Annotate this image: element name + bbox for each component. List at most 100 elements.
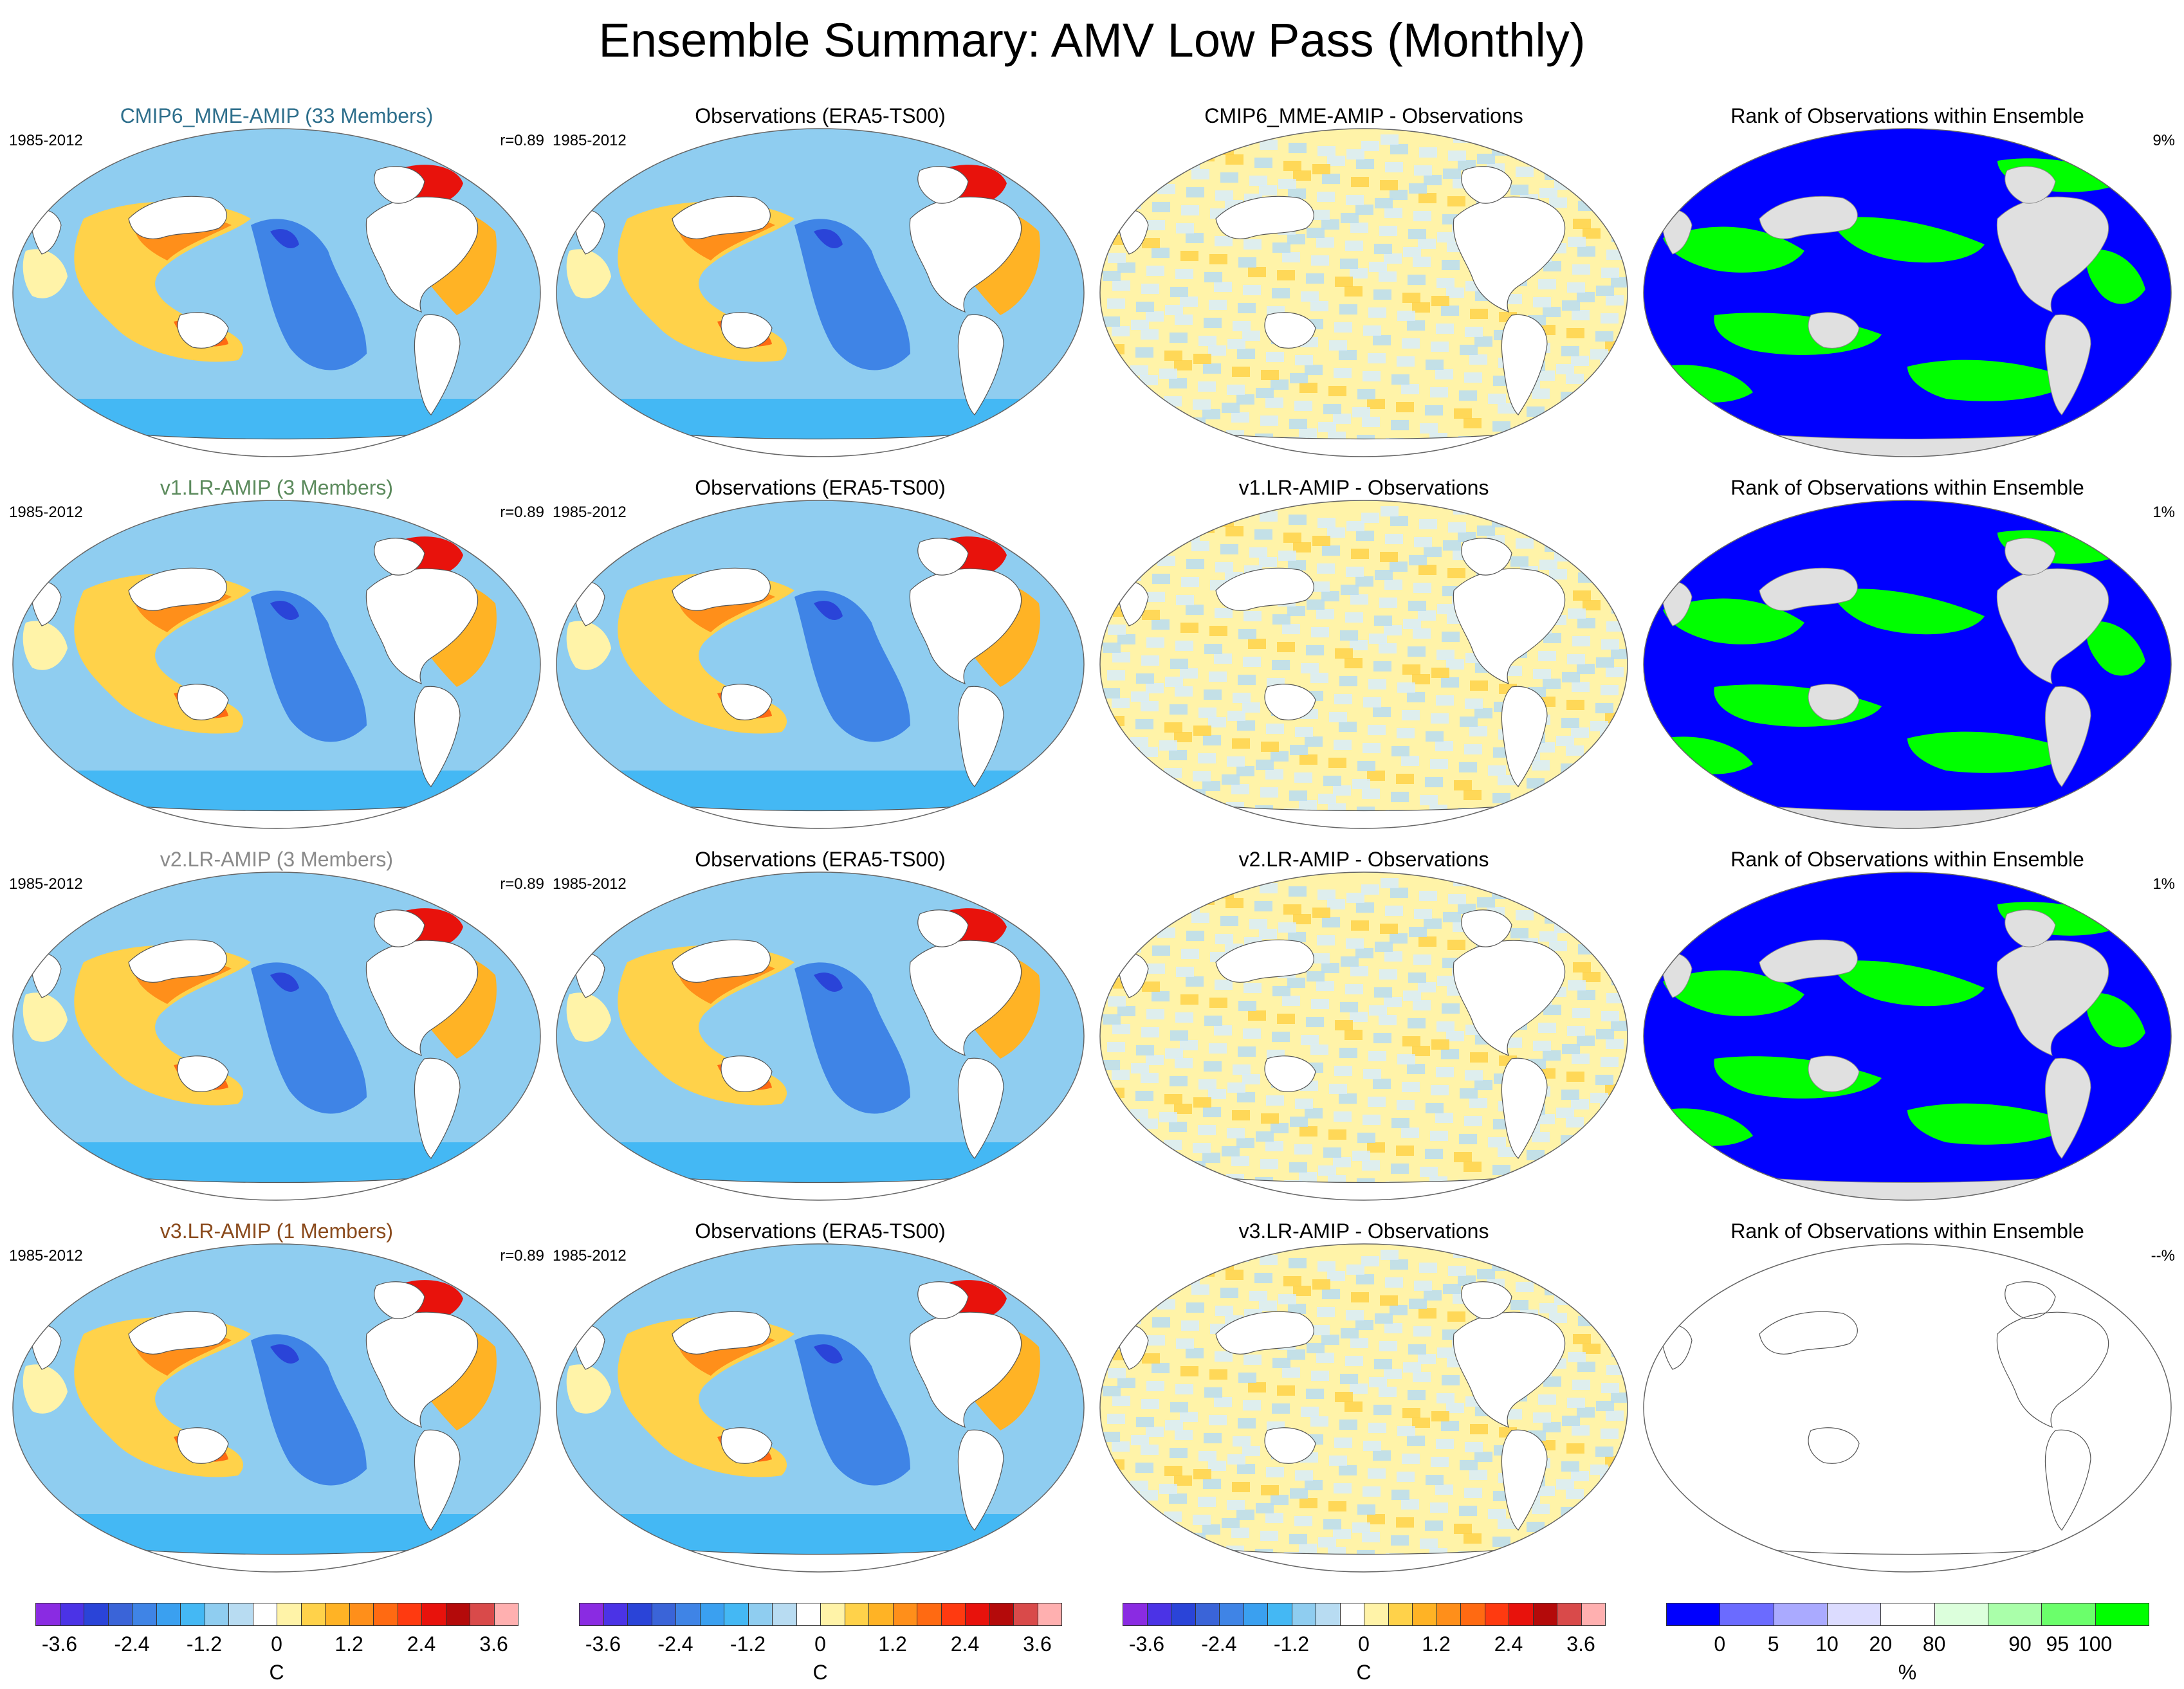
anomaly-cell [1231,880,1249,890]
anomaly-cell [1163,1185,1181,1196]
anomaly-cell [1321,1335,1339,1345]
anomaly-cell [1170,287,1188,297]
anomaly-cell [1265,1141,1283,1151]
anomaly-cell [1443,169,1461,179]
anomaly-cell [1607,576,1625,586]
anomaly-cell [1193,399,1211,410]
anomaly-cell [1516,1282,1534,1292]
anomaly-cell [1329,1456,1347,1466]
anomaly-cell [1238,303,1256,313]
anomaly-cell [1454,408,1472,419]
anomaly-cell [1221,1564,1239,1572]
anomaly-cell [1543,307,1561,317]
warm-horseshoe [618,201,794,362]
anomaly-cell [1204,644,1222,654]
map-border [12,872,541,1201]
anomaly-cell [1299,383,1317,393]
panel-title: v2.LR-AMIP - Observations [1238,848,1489,871]
anomaly-cell [1327,1271,1345,1281]
anomaly-cell [1600,1102,1618,1113]
map-border [556,1243,1085,1573]
anomaly-cell [1124,897,1142,907]
anomaly-cell [1227,1454,1245,1465]
anomaly-cell [1459,1506,1477,1516]
anomaly-cell [1135,719,1153,729]
anomaly-cell [1350,966,1368,976]
anomaly-cell [1345,1356,1363,1366]
anomaly-cell [1555,781,1574,792]
field-map [12,128,541,457]
continent-outline [1501,1429,1548,1531]
continent-outline [177,1427,229,1464]
anomaly-cell [1294,772,1312,783]
anomaly-cell [1367,399,1385,409]
anomaly-cell [1114,1304,1132,1315]
anomaly-cell [1431,713,1449,724]
anomaly-cell [1464,418,1482,428]
continent-outline [720,1055,773,1092]
anomaly-cell [1356,159,1374,169]
anomaly-cell [1176,967,1194,977]
anomaly-cell [1148,546,1166,556]
colorbar-cells [1123,1603,1606,1626]
anomaly-cell [1100,132,1118,142]
anomaly-cell [1318,1165,1336,1176]
panel-obs-row4: Observations (ERA5-TS00) 1985-2012 [550,1218,1090,1578]
anomaly-cell [1165,1048,1183,1059]
anomaly-cell [1197,1266,1215,1277]
anomaly-cell [1572,682,1590,692]
colorbar-swatch [1267,1603,1292,1626]
anomaly-cell [1346,1310,1364,1320]
period-label: 1985-2012 [9,132,83,149]
anomaly-cell [1408,229,1426,239]
colorbar-swatch [1219,1603,1244,1626]
colorbar-swatch [84,1603,109,1626]
field-map [1099,1243,1628,1573]
anomaly-cell [1174,1475,1192,1486]
anomaly-cell [1437,1347,1455,1358]
anomaly-cell [1233,1436,1251,1447]
anomaly-cell [1209,300,1227,310]
colorbar-swatch [277,1603,302,1626]
anomaly-cell [1301,1035,1319,1045]
anomaly-cell [1355,205,1373,215]
anomaly-cell [1193,726,1211,736]
anomaly-cell [1289,1534,1307,1544]
anomaly-cell [1168,1167,1186,1178]
anomaly-cell [1549,1313,1567,1323]
panel-title: v1.LR-AMIP (3 Members) [160,476,394,499]
panel-title: v2.LR-AMIP (3 Members) [160,848,394,871]
anomaly-cell [1533,669,1551,679]
anomaly-cell [1220,1288,1238,1298]
anomaly-cell [1221,1192,1239,1200]
anomaly-cell [1408,646,1426,657]
anomaly-cell [1180,1366,1198,1376]
anomaly-cell [1571,1471,1589,1481]
continent-outline [177,1055,229,1092]
anomaly-cell [1572,636,1590,646]
map-border [1643,128,2172,457]
anomaly-cell [1418,982,1436,992]
anomaly-cell [1363,1115,1381,1125]
continent-outline [1759,1311,1858,1355]
anomaly-cell [1477,897,1495,908]
rank-arctic [1644,500,2171,523]
anomaly-cell [1594,1538,1612,1548]
colorbar-rank-4: 0 5 10 20 80 90 95 100% [1666,1603,2149,1686]
anomaly-cell [1595,1447,1613,1457]
anomaly-cell [1153,1547,1171,1558]
colorbar-swatch [373,1603,398,1626]
anomaly-cell [1129,135,1147,145]
anomaly-cell [1242,702,1260,713]
anomaly-cell [1611,277,1628,288]
anomaly-cell [1198,1125,1216,1135]
colorbar-swatch [1388,1603,1413,1626]
anomaly-cell [1312,164,1330,174]
anomaly-cell [1327,527,1345,538]
anomaly-cell [1419,147,1437,158]
anomaly-cell [1250,1567,1268,1572]
anomaly-cell [1278,922,1296,933]
land-mask [2005,538,2056,576]
continent-outline [365,568,479,685]
anomaly-cell [1322,545,1340,556]
